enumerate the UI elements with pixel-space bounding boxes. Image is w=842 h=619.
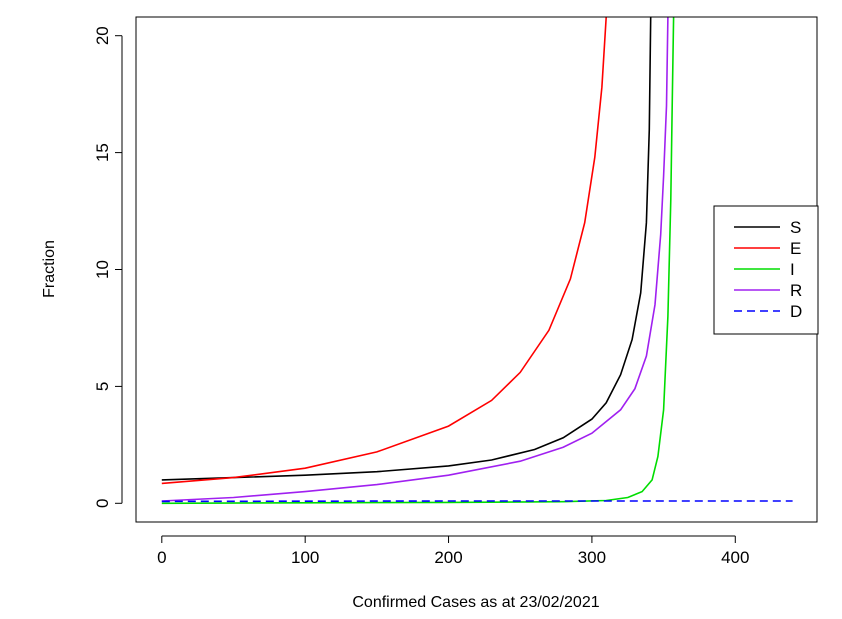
- legend-label-r: R: [790, 281, 802, 300]
- y-axis: 0 5 10 15 20: [93, 26, 123, 508]
- x-tick-label: 100: [291, 548, 319, 567]
- legend-label-s: S: [790, 218, 801, 237]
- plot-lines: [161, 17, 793, 505]
- x-tick-label: 400: [721, 548, 749, 567]
- legend-label-e: E: [790, 239, 801, 258]
- series-line-s: [161, 17, 652, 481]
- series-line-r: [161, 17, 669, 502]
- y-tick-label: 20: [93, 26, 112, 45]
- x-tick-label: 0: [157, 548, 166, 567]
- x-tick-label: 200: [434, 548, 462, 567]
- x-axis: 0 100 200 300 400: [157, 535, 749, 567]
- x-axis-title: Confirmed Cases as at 23/02/2021: [352, 594, 599, 611]
- y-tick-label: 15: [93, 143, 112, 162]
- y-tick-label: 5: [93, 382, 112, 391]
- legend-box: [713, 205, 819, 335]
- series-line-e: [161, 17, 607, 485]
- y-tick-label: 10: [93, 260, 112, 279]
- x-tick-label: 300: [578, 548, 606, 567]
- y-tick-label: 0: [93, 499, 112, 508]
- legend-label-i: I: [790, 260, 795, 279]
- y-axis-title: Fraction: [41, 240, 58, 298]
- series-line-i: [161, 17, 675, 505]
- legend-label-d: D: [790, 302, 802, 321]
